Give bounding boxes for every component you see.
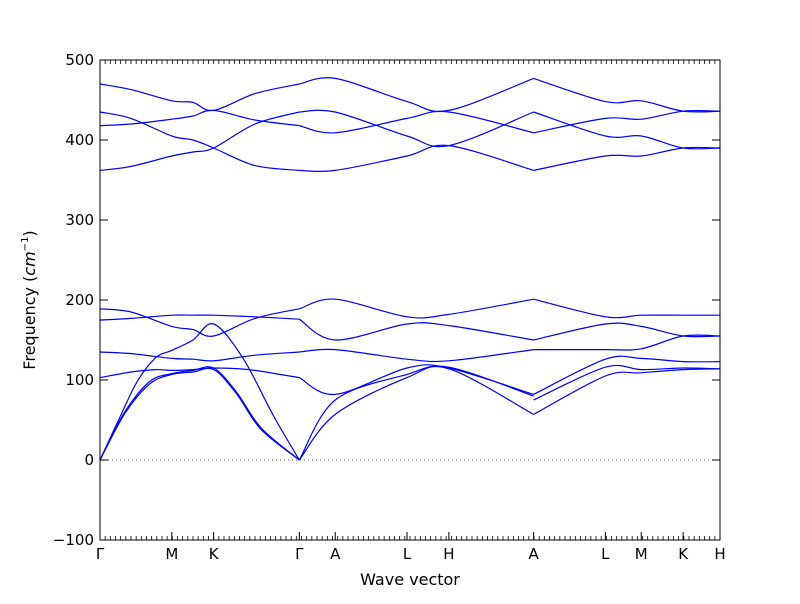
band-line-22 — [533, 364, 721, 401]
band-line-12 — [298, 365, 534, 461]
y-tick-label: −100 — [53, 531, 94, 549]
x-axis-label: Wave vector — [360, 570, 460, 589]
y-tick-label: 200 — [65, 291, 94, 309]
y-axis-label: Frequency (cm−1) — [20, 230, 39, 369]
y-axis-label-unit-exp: −1 — [20, 237, 31, 252]
band-line-11 — [298, 365, 534, 461]
axes: −100 0 100 200 300 400 500 Γ M K Γ A L H A L M K H — [53, 51, 726, 563]
band-line-14 — [299, 348, 534, 363]
band-line-20 — [299, 77, 534, 113]
x-tick-label-2: K — [209, 545, 220, 563]
band-line-17 — [299, 144, 534, 173]
band-line-23 — [533, 355, 721, 395]
x-tick-label-1: M — [165, 545, 178, 563]
band-line-9 — [99, 109, 300, 127]
svg-text:Frequency (cm−1): Frequency (cm−1) — [20, 230, 39, 369]
x-tick-label-8: L — [601, 545, 610, 563]
plot-frame — [99, 59, 721, 541]
x-tick-label-11: H — [714, 545, 725, 563]
band-line-19 — [299, 109, 534, 148]
band-lines — [99, 77, 721, 461]
y-tick-label: 100 — [65, 371, 94, 389]
x-tick-label-6: H — [443, 545, 454, 563]
y-axis-label-text: Frequency — [20, 287, 39, 370]
band-line-0 — [99, 366, 300, 461]
band-line-8 — [99, 111, 300, 171]
band-line-30 — [533, 77, 721, 113]
band-line-2 — [99, 323, 300, 461]
band-line-25 — [533, 322, 721, 341]
band-line-15 — [298, 318, 534, 341]
band-line-18 — [299, 110, 534, 134]
band-line-26 — [533, 298, 720, 319]
y-tick-label: 0 — [84, 451, 94, 469]
band-line-29 — [533, 111, 721, 150]
x-tick-label-7: A — [528, 545, 539, 563]
x-tick-label-3: Γ — [295, 545, 304, 563]
y-tick-label: 500 — [65, 51, 94, 69]
band-line-3 — [99, 367, 300, 379]
band-line-16 — [299, 298, 534, 319]
band-line-7 — [99, 111, 300, 171]
x-tick-label-10: K — [678, 545, 689, 563]
band-line-24 — [533, 334, 721, 351]
x-tick-label-4: A — [330, 545, 341, 563]
band-line-28 — [533, 110, 721, 134]
band-line-21 — [533, 368, 721, 415]
y-axis-label-unit: cm — [20, 251, 39, 275]
band-line-4 — [99, 351, 300, 362]
band-line-13 — [299, 364, 534, 396]
x-tick-label-9: M — [635, 545, 648, 563]
x-tick-label-5: L — [403, 545, 412, 563]
band-line-1 — [99, 367, 300, 461]
y-tick-label: 300 — [65, 211, 94, 229]
band-line-27 — [533, 146, 721, 171]
band-line-6 — [99, 308, 300, 337]
x-tick-label-0: Γ — [96, 545, 105, 563]
band-line-10 — [99, 83, 300, 112]
y-tick-label: 400 — [65, 131, 94, 149]
band-line-5 — [99, 314, 300, 321]
